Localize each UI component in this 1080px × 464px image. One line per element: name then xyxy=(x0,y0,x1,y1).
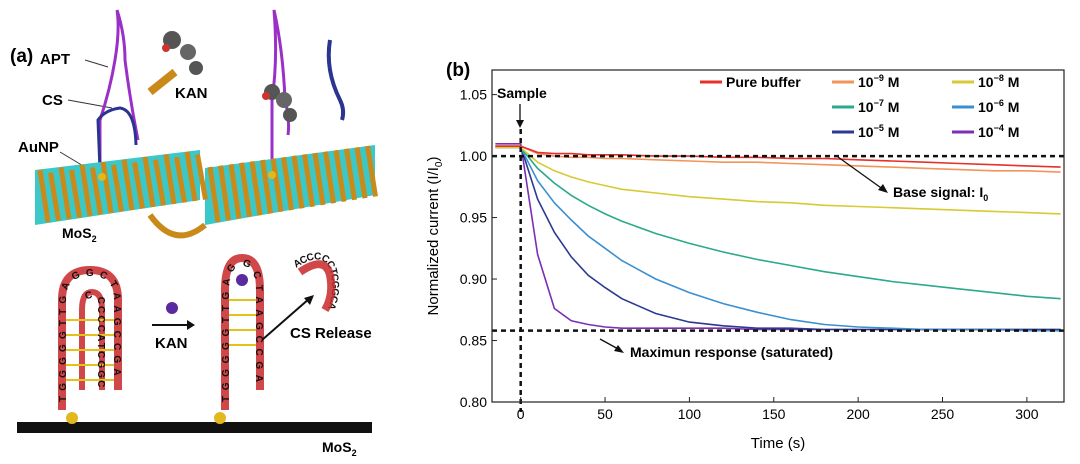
series-line xyxy=(495,145,1061,173)
base-pair-rungs xyxy=(66,299,256,381)
panel-b-label: (b) xyxy=(446,60,470,81)
x-tick-label: 0 xyxy=(517,406,525,422)
y-tick-label: 0.90 xyxy=(460,271,487,287)
legend-entry: 10−4 M xyxy=(978,123,1019,140)
legend-entry: 10−9 M xyxy=(858,73,899,90)
x-tick-label: 200 xyxy=(846,406,870,422)
hairpin-probe xyxy=(58,253,264,410)
apt-pointer xyxy=(84,59,109,68)
mos2-top-label: MoS2 xyxy=(62,225,97,244)
x-tick-label: 250 xyxy=(931,406,955,422)
y-tick-label: 0.80 xyxy=(460,394,487,410)
series-line xyxy=(495,146,1061,215)
x-tick-label: 100 xyxy=(678,406,702,422)
mos2-substrate xyxy=(17,422,372,433)
kan-molecule-icon xyxy=(162,31,297,122)
apt-label: APT xyxy=(40,51,70,68)
aunp-label: AuNP xyxy=(18,139,59,156)
kan-arrow-label: KAN xyxy=(155,335,188,352)
panel-a-label: (a) xyxy=(10,46,33,67)
cs-label: CS xyxy=(42,92,63,109)
aptamer-strand xyxy=(96,9,346,171)
series-line xyxy=(495,145,1061,331)
kan-bound-icon xyxy=(236,274,248,286)
series-line xyxy=(495,143,1061,331)
y-tick-label: 0.95 xyxy=(460,210,487,226)
cs-release-label: CS Release xyxy=(290,325,372,342)
sample-annotation: Sample xyxy=(497,85,547,101)
y-tick-label: 0.85 xyxy=(460,333,487,349)
binding-arrow-icon xyxy=(147,68,178,96)
kan-top-label: KAN xyxy=(175,85,208,102)
x-axis-label: Time (s) xyxy=(751,435,805,452)
series-line xyxy=(495,146,1061,332)
y-tick-label: 1.00 xyxy=(460,148,487,164)
legend-entry: 10−7 M xyxy=(858,98,899,115)
cycle-arrow-icon xyxy=(147,213,207,239)
legend-entry: 10−8 M xyxy=(978,73,1019,90)
legend-entry: 10−6 M xyxy=(978,98,1019,115)
panel-a-diagram: (a) APT CS KAN AuNP MoS2 TGGGGGTTGAGGCTA… xyxy=(10,9,378,458)
plot-frame xyxy=(491,69,1065,403)
x-tick-label: 50 xyxy=(597,406,613,422)
panel-b-chart: (b) 0 50 100 150 200 250 300 0.80 0.85 0.90 0.95 1.… xyxy=(425,60,1065,452)
legend-entry: 10−5 M xyxy=(858,123,899,140)
y-tick-label: 1.05 xyxy=(460,87,487,103)
base-signal-annotation: Base signal: I0 xyxy=(893,184,988,203)
series-line xyxy=(495,145,1061,168)
x-tick-label: 150 xyxy=(762,406,786,422)
max-response-annotation: Maximun response (saturated) xyxy=(630,344,833,360)
mos2-sheet xyxy=(35,145,378,225)
legend: Pure buffer 10−9 M 10−8 M 10−7 M 10−6 M 10−5 … xyxy=(700,73,1019,140)
x-tick-label: 300 xyxy=(1015,406,1039,422)
released-cs-strand xyxy=(297,260,336,313)
series-line xyxy=(495,146,1061,300)
y-axis-label: Normalized current (I/I0) xyxy=(425,157,445,316)
mos2-bottom-label: MoS2 xyxy=(322,439,357,458)
kan-sphere-icon xyxy=(166,302,178,314)
legend-entry: Pure buffer xyxy=(726,74,801,90)
